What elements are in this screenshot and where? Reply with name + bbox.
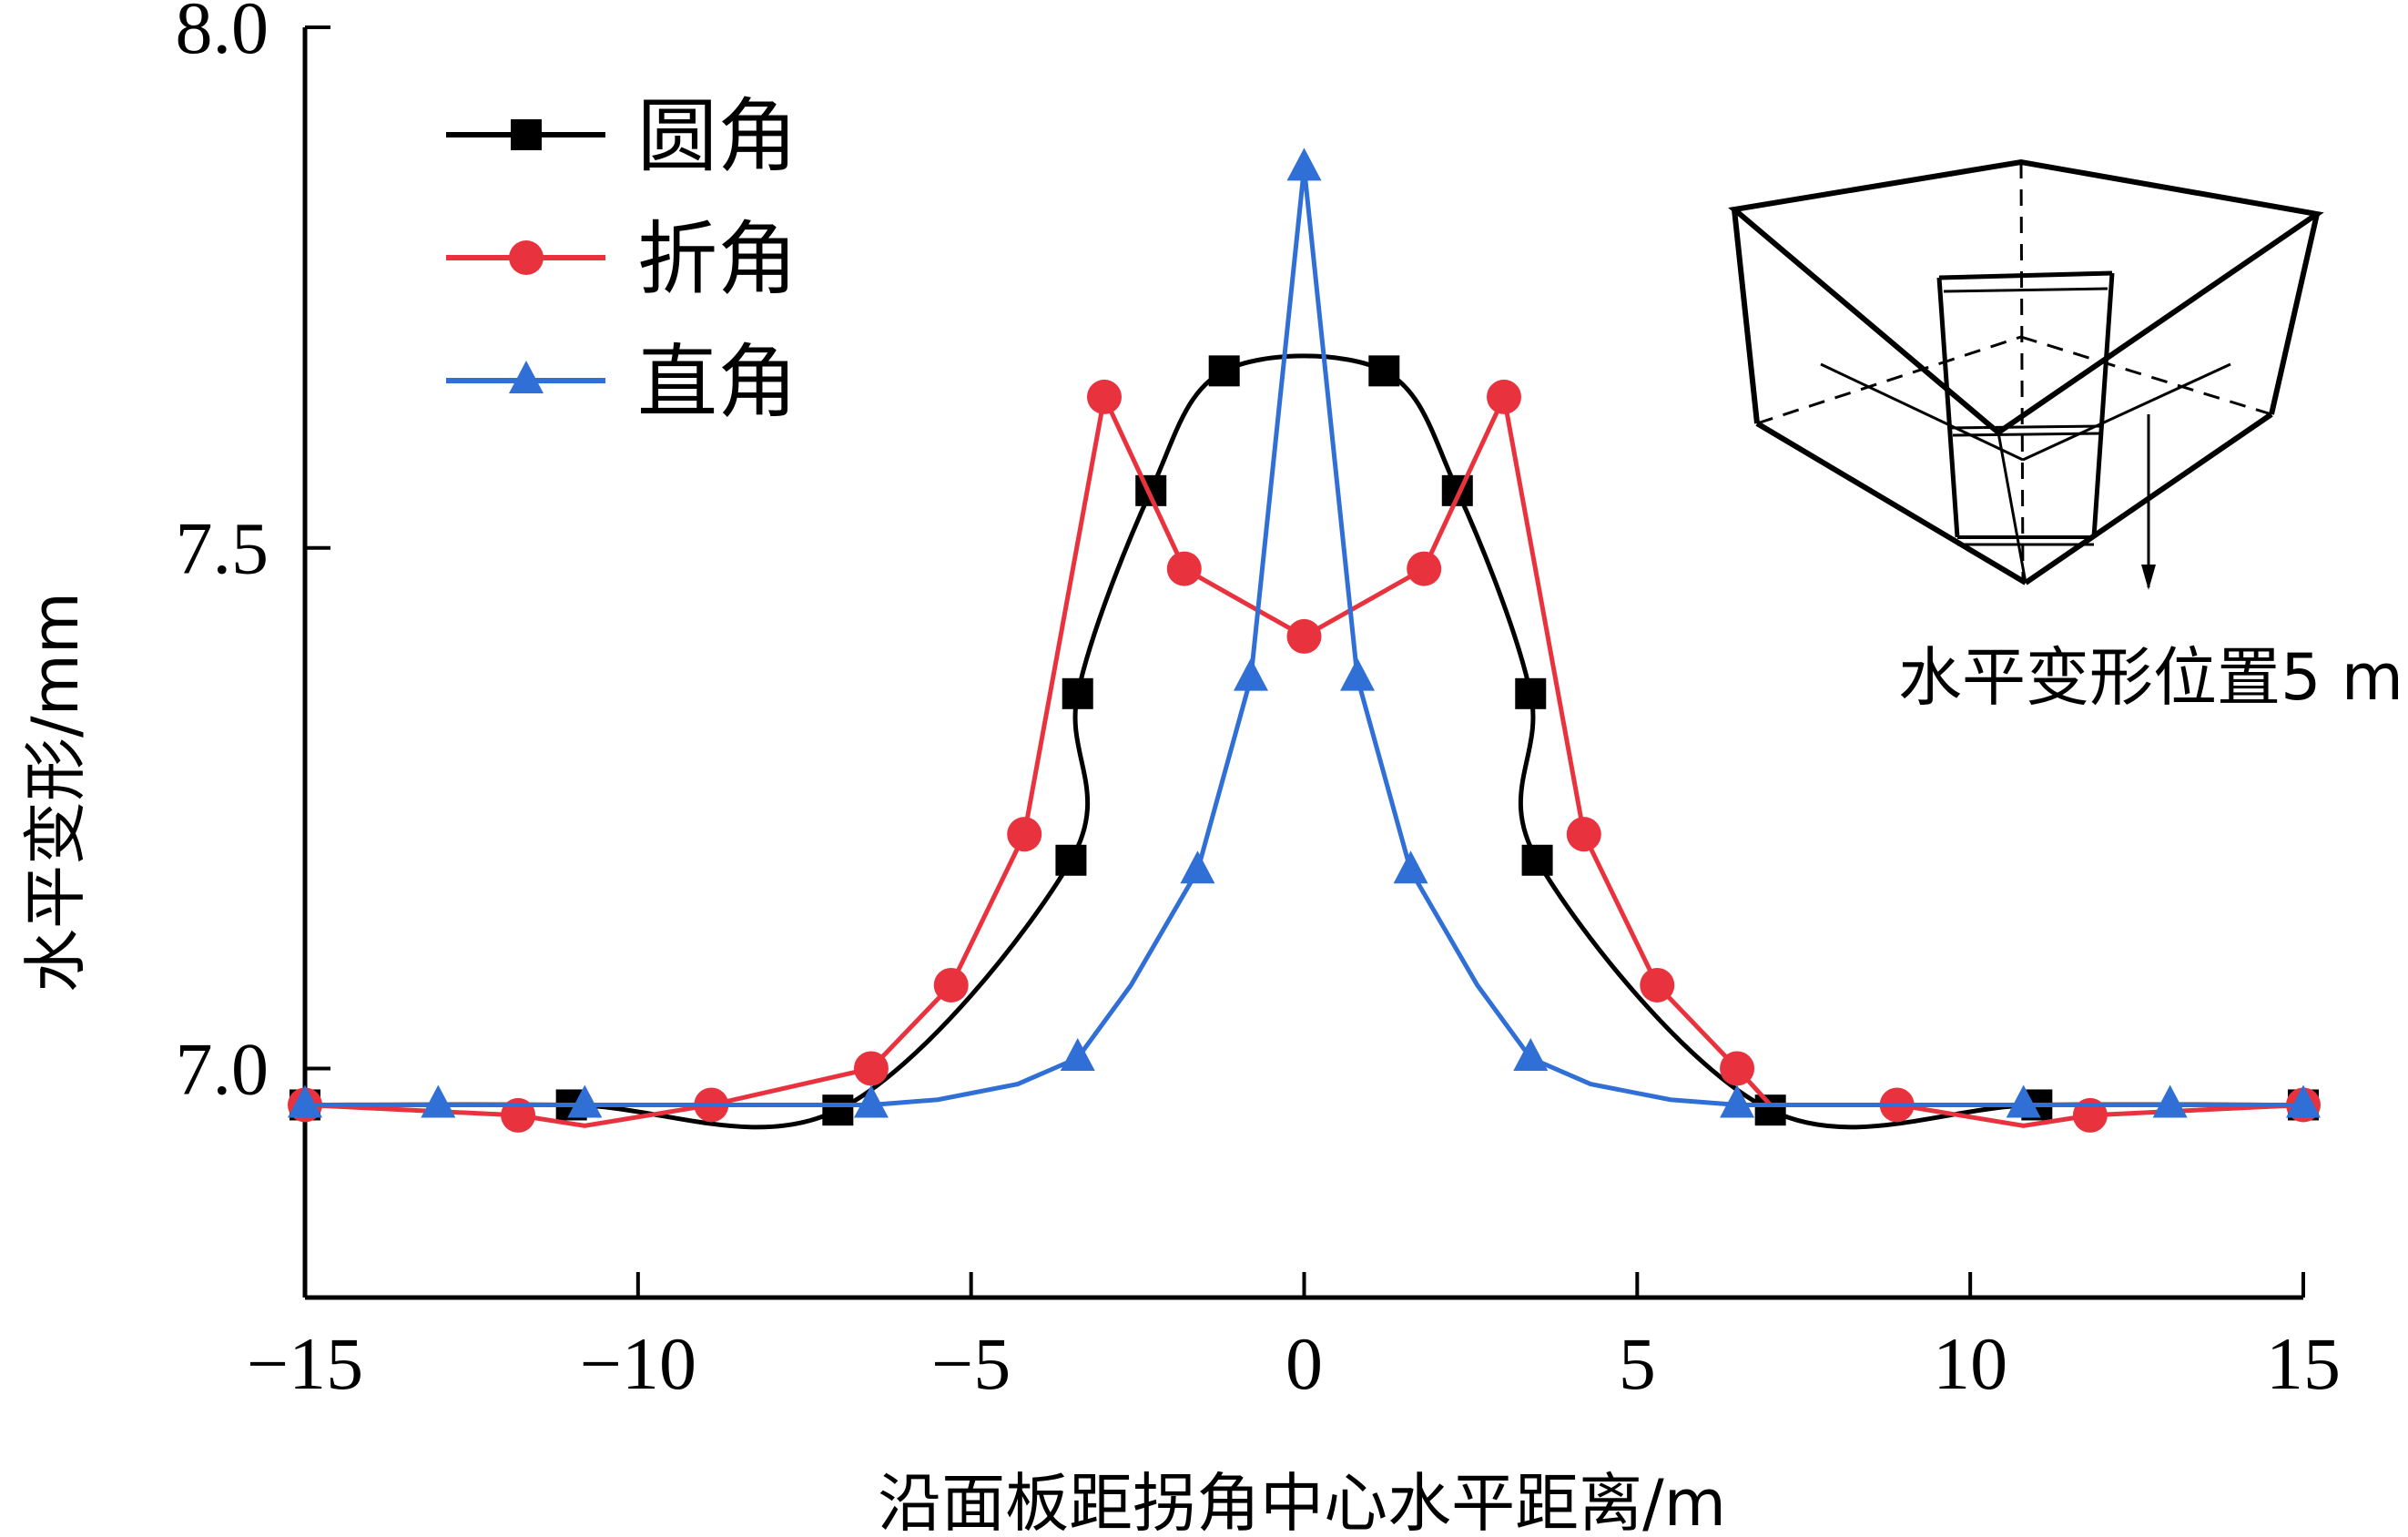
x-tick-label: 10: [1933, 1322, 2007, 1405]
data-point: [1640, 967, 1675, 1003]
x-tick-label: −10: [580, 1322, 696, 1405]
data-point: [2286, 1084, 2321, 1118]
data-point: [1007, 817, 1042, 852]
annotation-label: 水平变形位置5 m: [1898, 640, 2403, 715]
data-point: [1393, 850, 1428, 884]
legend-label: 折角: [637, 212, 798, 306]
axes: −15 −10 −5 0 5 10 15 7.0 7.5 8.0: [176, 0, 2342, 1405]
y-tick-label: 7.0: [176, 1027, 269, 1110]
data-point: [2152, 1084, 2188, 1118]
data-point: [853, 1051, 889, 1086]
data-point: [1515, 677, 1547, 709]
y-tick-label: 7.5: [176, 507, 269, 590]
data-point: [822, 1094, 854, 1126]
data-point: [1055, 844, 1087, 876]
data-point: [1521, 844, 1553, 876]
data-point: [1087, 379, 1122, 414]
data-point: [567, 1084, 603, 1118]
legend-label: 直角: [637, 335, 798, 429]
x-tick-label: −15: [247, 1322, 363, 1405]
data-point: [1566, 817, 1601, 852]
legend-label: 圆角: [637, 89, 798, 183]
x-axis-label: 沿面板距拐角中心水平距离/m: [878, 1466, 1726, 1537]
corner-schematic-icon: [1728, 158, 2324, 590]
data-point: [933, 967, 969, 1003]
data-point: [1340, 657, 1376, 691]
y-tick-label: 8.0: [176, 0, 269, 69]
data-point: [1754, 1094, 1786, 1126]
data-point: [421, 1084, 456, 1118]
x-tick-label: 15: [2266, 1322, 2341, 1405]
data-point: [1166, 551, 1202, 586]
data-point: [1720, 1084, 1755, 1118]
x-tick-label: 5: [1619, 1322, 1656, 1405]
series-2: [288, 379, 2321, 1133]
series-1: [290, 353, 2319, 1130]
data-point: [1368, 355, 1400, 387]
series-line: [304, 389, 2304, 1128]
data-point: [1208, 355, 1240, 387]
x-tick-label: 0: [1285, 1322, 1323, 1405]
data-point: [1286, 148, 1322, 181]
y-axis-label: 水平变形/mm: [18, 592, 93, 992]
data-point: [1062, 677, 1093, 709]
data-point: [1720, 1051, 1755, 1086]
x-tick-label: −5: [931, 1322, 1011, 1405]
data-point: [1487, 379, 1521, 414]
data-point: [1060, 1038, 1095, 1072]
data-point: [1233, 657, 1268, 691]
series-layer: [288, 148, 2321, 1133]
series-3: [288, 148, 2321, 1118]
data-point: [2006, 1084, 2041, 1118]
data-point: [1513, 1038, 1549, 1072]
data-point: [1180, 850, 1215, 884]
legend-marker: [509, 361, 544, 393]
legend-marker: [511, 119, 542, 150]
data-point: [853, 1084, 889, 1118]
data-point: [1407, 551, 1442, 586]
data-point: [1286, 618, 1322, 654]
series-line: [304, 353, 2304, 1130]
legend-marker: [509, 240, 544, 275]
data-point: [288, 1084, 322, 1118]
